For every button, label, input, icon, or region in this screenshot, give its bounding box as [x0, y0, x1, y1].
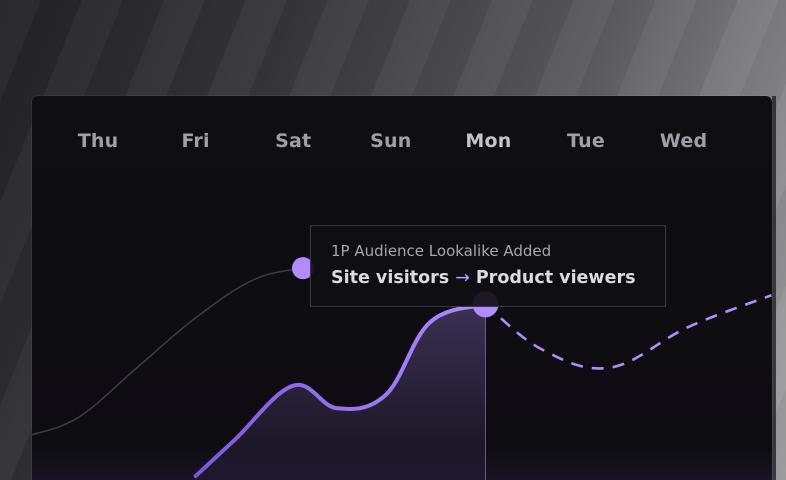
day-label-sun: Sun: [370, 130, 412, 152]
day-label-wed: Wed: [659, 130, 708, 152]
annotation-body: Site visitors → Product viewers: [331, 268, 636, 288]
annotation-title: 1P Audience Lookalike Added: [331, 242, 552, 260]
highlight-area: [195, 304, 486, 480]
series-line-faded: [32, 267, 304, 436]
annotation-from: Site visitors: [331, 268, 450, 288]
annotation-to: Product viewers: [475, 268, 636, 288]
marker-event[interactable]: [291, 257, 314, 280]
day-label-thu: Thu: [77, 130, 119, 152]
series-line-forecast: [484, 294, 772, 370]
series-line-highlight: [193, 302, 488, 479]
day-label-fri: Fri: [181, 130, 210, 152]
annotation-box: 1P Audience Lookalike Added Site visitor…: [310, 225, 666, 307]
arrow-right-icon: →: [455, 268, 470, 288]
panel-edge: [772, 96, 776, 480]
day-label-tue: Tue: [567, 130, 605, 152]
day-label-sat: Sat: [275, 130, 312, 152]
day-label-mon: Mon: [465, 130, 512, 152]
chart-panel: Thu Fri Sat Sun Mon Tue Wed 1P Audience Lookal…: [32, 96, 772, 480]
day-axis: Thu Fri Sat Sun Mon Tue Wed: [32, 96, 772, 186]
